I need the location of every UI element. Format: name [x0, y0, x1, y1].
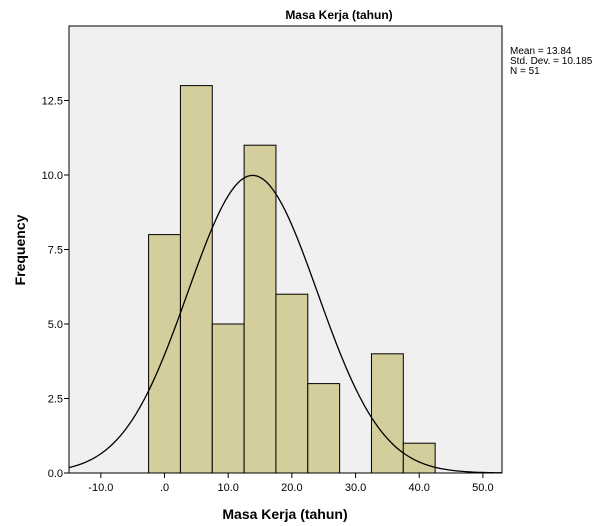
histogram-bar [179, 85, 213, 474]
histogram-bar [275, 293, 309, 474]
y-tick-label: 2.5 [48, 394, 63, 406]
y-tick-label: 5.0 [48, 319, 63, 331]
x-tick-label: -10.0 [88, 482, 113, 494]
x-tick-label: 30.0 [345, 482, 366, 494]
x-tick-label: 40.0 [409, 482, 430, 494]
y-tick-label: 7.5 [48, 245, 63, 257]
x-tick-label: 20.0 [281, 482, 302, 494]
bars-layer [148, 85, 436, 474]
x-tick-label: .0 [160, 482, 169, 494]
x-tick-label: 10.0 [217, 482, 238, 494]
stats-mean: Mean = 13.84 [510, 46, 572, 57]
histogram-bar [243, 144, 277, 474]
y-tick-label: 12.5 [42, 96, 63, 108]
histogram-bar [211, 323, 245, 474]
x-axis-label: Masa Kerja (tahun) [222, 506, 347, 522]
stats-std: Std. Dev. = 10.185 [510, 56, 593, 67]
histogram-bar [307, 383, 341, 474]
normal-curve [68, 174, 503, 474]
stats-box: Mean = 13.84 Std. Dev. = 10.185 N = 51 [510, 47, 592, 77]
chart-title: Masa Kerja (tahun) [285, 8, 392, 22]
axes: -10.0 .0 10.0 20.0 30.0 40.0 50.0 0.0 2.5 5.0 7.5 1… [42, 96, 494, 495]
y-tick-label: 10.0 [42, 170, 63, 182]
y-tick-label: 0.0 [48, 468, 63, 480]
y-axis-label: Frequency [12, 214, 28, 285]
x-tick-label: 50.0 [472, 482, 493, 494]
histogram-bar [402, 442, 436, 474]
stats-n: N = 51 [510, 66, 540, 77]
histogram-bar [370, 353, 404, 474]
